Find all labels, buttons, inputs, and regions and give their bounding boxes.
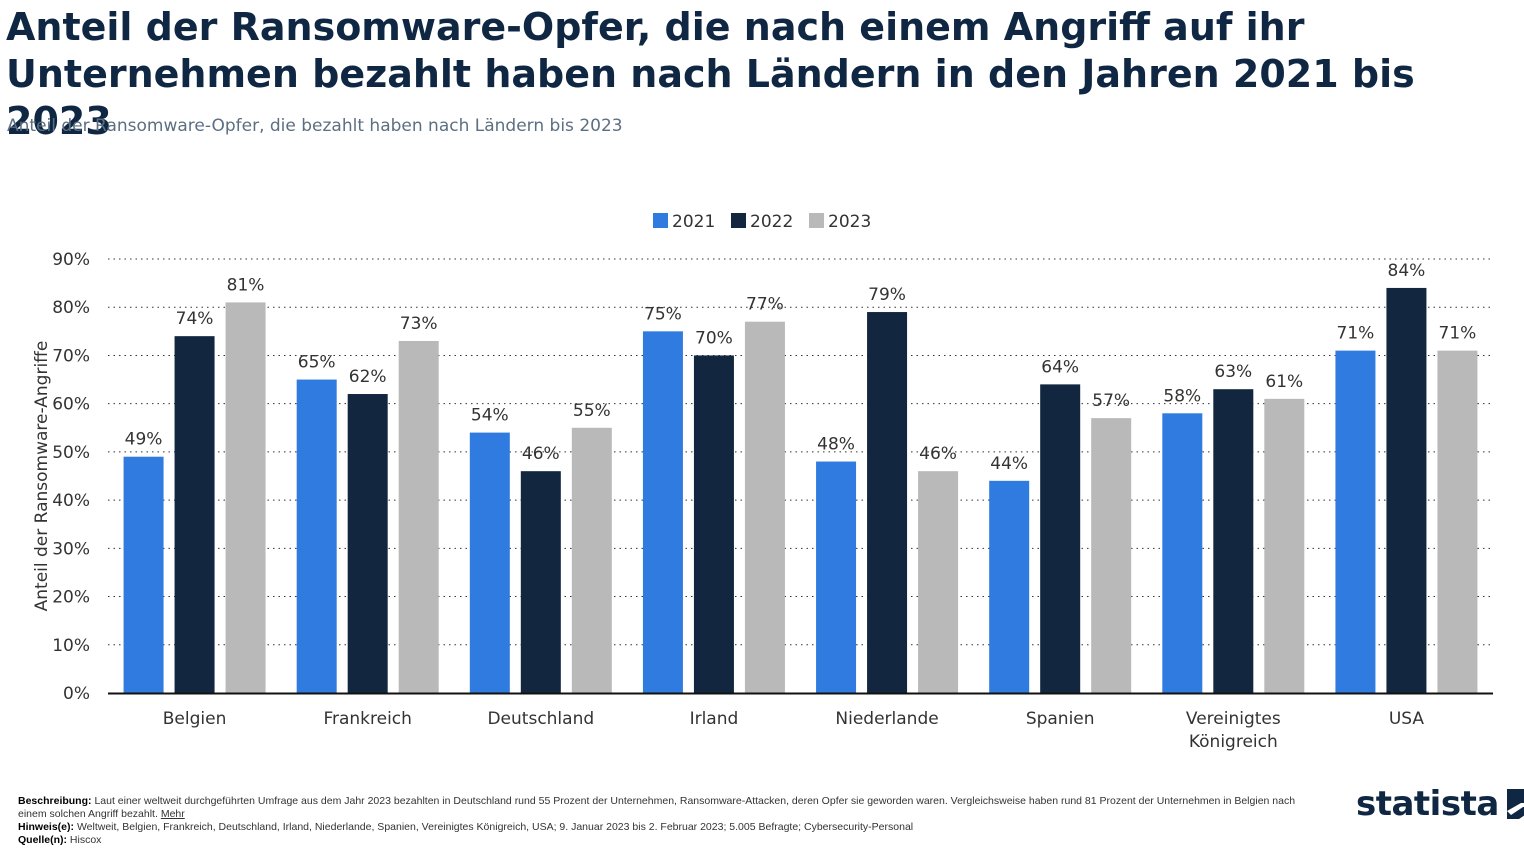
data-label: 46% (522, 444, 560, 464)
data-label: 58% (1163, 386, 1201, 406)
source-text: Hiscox (69, 834, 102, 846)
x-tick-label: USA (1389, 709, 1425, 729)
data-label: 74% (176, 309, 214, 329)
bar-2023 (398, 340, 439, 693)
bar-2022 (1040, 384, 1081, 693)
bar-2021 (642, 331, 683, 693)
note-label: Hinweis(e): (18, 821, 75, 833)
x-tick-label: Vereinigtes (1186, 709, 1281, 729)
data-label: 63% (1214, 362, 1252, 382)
bars (123, 287, 1478, 693)
data-label: 73% (400, 314, 438, 334)
footer: Beschreibung: Laut einer weltweit durchg… (18, 795, 1308, 847)
bar-2022 (867, 312, 908, 693)
x-tick-label: Spanien (1026, 709, 1095, 729)
note-line: Hinweis(e): Weltweit, Belgien, Frankreic… (18, 821, 1308, 834)
bar-2023 (744, 321, 785, 693)
bar-2022 (520, 471, 561, 693)
y-tick-label: 10% (52, 636, 90, 656)
x-tick-label: Deutschland (487, 709, 594, 729)
bar-2021 (469, 432, 510, 693)
y-tick-label: 0% (63, 684, 90, 704)
data-label: 81% (227, 275, 265, 295)
y-tick-label: 40% (52, 491, 90, 511)
legend-label: 2022 (750, 212, 793, 232)
bar-2021 (296, 379, 337, 693)
bar-2021 (989, 480, 1030, 693)
legend-swatch-2022 (731, 213, 746, 228)
y-tick-label: 80% (52, 298, 90, 318)
data-label: 57% (1092, 391, 1130, 411)
data-label: 55% (573, 401, 611, 421)
data-label: 64% (1041, 357, 1079, 377)
data-label: 48% (817, 435, 855, 455)
data-labels: 49% 74% 81% 65% 62% 73% 54% 46% 55% 75% 70% 77% 48% 7… (125, 261, 1477, 474)
bar-2022 (347, 394, 388, 693)
data-label: 44% (990, 454, 1028, 474)
y-tick-label: 30% (52, 539, 90, 559)
bar-2021 (1335, 350, 1376, 693)
bar-2022 (174, 336, 215, 693)
bar-2021 (123, 456, 164, 693)
x-tick-label: Irland (690, 709, 739, 729)
chart-subtitle: Anteil der Ransomware-Opfer, die bezahlt… (7, 116, 623, 136)
more-link[interactable]: Mehr (160, 808, 185, 820)
legend: 2021 2022 2023 (653, 212, 871, 232)
description-text: Laut einer weltweit durchgeführten Umfra… (18, 795, 1296, 820)
bar-2023 (1091, 418, 1132, 693)
x-tick-label: Niederlande (835, 709, 938, 729)
chart-title: Anteil der Ransomware-Opfer, die nach ei… (6, 5, 1415, 143)
bar-2023 (1437, 350, 1478, 693)
source-line: Quelle(n): Hiscox (18, 834, 1308, 847)
description-label: Beschreibung: (18, 795, 92, 807)
data-label: 54% (471, 406, 509, 426)
data-label: 46% (919, 444, 957, 464)
y-tick-label: 60% (52, 395, 90, 415)
bar-2021 (816, 461, 857, 693)
bar-2022 (1213, 389, 1254, 693)
y-axis: 0% 10% 20% 30% 40% 50% 60% 70% 80% 90% (52, 250, 90, 704)
legend-label: 2021 (672, 212, 715, 232)
data-label: 75% (644, 304, 682, 324)
x-tick-label: Belgien (163, 709, 227, 729)
y-tick-label: 50% (52, 443, 90, 463)
bar-2023 (225, 302, 266, 693)
y-tick-label: 70% (52, 346, 90, 366)
legend-swatch-2021 (653, 213, 668, 228)
y-tick-label: 90% (52, 250, 90, 270)
bar-2023 (571, 427, 612, 693)
bar-2023 (918, 471, 959, 693)
y-axis-label: Anteil der Ransomware-Angriffe (32, 341, 52, 612)
bar-2022 (693, 355, 734, 693)
legend-label: 2023 (828, 212, 871, 232)
bar-chart: 2021 2022 2023 0% 10% 20% 30% 40% 50% 60% 70% 80% 9… (32, 212, 1493, 752)
legend-swatch-2023 (809, 213, 824, 228)
data-label: 84% (1388, 261, 1426, 281)
data-label: 79% (868, 285, 906, 305)
note-text: Weltweit, Belgien, Frankreich, Deutschla… (76, 821, 914, 833)
logo-text: statista (1356, 784, 1499, 824)
data-label: 77% (746, 295, 784, 315)
statista-logo-icon (1506, 789, 1524, 819)
x-tick-label: Königreich (1189, 732, 1278, 752)
data-label: 71% (1337, 324, 1375, 344)
x-axis: Belgien Frankreich Deutschland Irland Nieder… (108, 692, 1493, 752)
source-label: Quelle(n): (18, 834, 67, 846)
bar-2021 (1162, 413, 1203, 693)
data-label: 71% (1439, 324, 1477, 344)
bar-2022 (1386, 287, 1427, 693)
bar-2023 (1264, 398, 1305, 693)
data-label: 61% (1265, 372, 1303, 392)
data-label: 49% (125, 430, 163, 450)
data-label: 70% (695, 328, 733, 348)
data-label: 65% (298, 353, 336, 373)
data-label: 62% (349, 367, 387, 387)
x-tick-label: Frankreich (323, 709, 412, 729)
statista-logo[interactable]: statista (1356, 784, 1524, 824)
description-line: Beschreibung: Laut einer weltweit durchg… (18, 795, 1308, 821)
y-tick-label: 20% (52, 588, 90, 608)
